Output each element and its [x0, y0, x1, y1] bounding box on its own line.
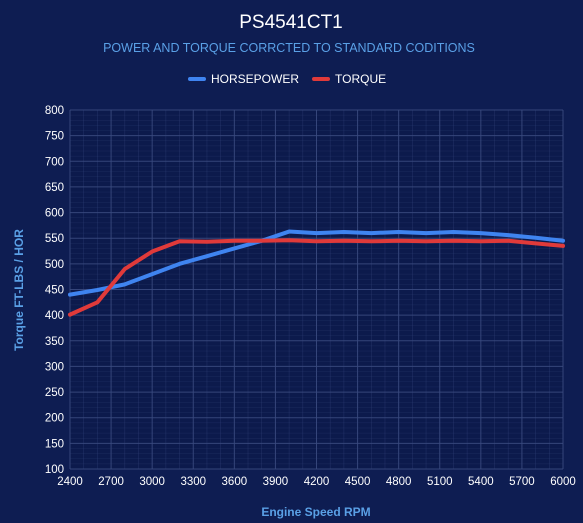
x-tick-label: 4500	[345, 476, 371, 488]
y-tick-label: 400	[45, 310, 64, 322]
series-line-torque	[68, 238, 565, 317]
legend-label-horsepower: HORSEPOWER	[211, 72, 299, 86]
x-tick-label: 3000	[139, 476, 165, 488]
x-tick-label: 5400	[468, 476, 494, 488]
chart-subtitle: POWER AND TORQUE CORRCTED TO STANDARD CO…	[103, 41, 475, 55]
chart-title: PS4541CT1	[239, 12, 343, 33]
x-tick-label: 4200	[304, 476, 330, 488]
axis-tick-labels: 100 150 200 250 300 350 400 450 500 550 600 650 700 7…	[45, 105, 576, 488]
x-tick-label: 2700	[98, 476, 124, 488]
y-tick-label: 450	[45, 285, 64, 297]
x-tick-label: 6000	[550, 476, 576, 488]
x-tick-label: 2400	[57, 476, 83, 488]
y-tick-label: 250	[45, 387, 64, 399]
legend-item-torque[interactable]: TORQUE	[312, 72, 386, 86]
y-tick-label: 700	[45, 156, 64, 168]
y-tick-label: 500	[45, 259, 64, 271]
legend-label-torque: TORQUE	[335, 72, 386, 86]
x-tick-label: 5100	[427, 476, 453, 488]
x-axis-title: Engine Speed RPM	[261, 505, 370, 519]
y-tick-label: 800	[45, 105, 64, 117]
grid	[69, 109, 564, 470]
x-tick-label: 3900	[263, 476, 289, 488]
y-tick-label: 650	[45, 182, 64, 194]
y-tick-label: 200	[45, 413, 64, 425]
legend: HORSEPOWER TORQUE	[188, 72, 386, 86]
series-line-horsepower	[68, 229, 565, 297]
series-lines	[68, 229, 565, 317]
x-tick-label: 5700	[509, 476, 535, 488]
y-tick-label: 100	[45, 464, 64, 476]
legend-item-horsepower[interactable]: HORSEPOWER	[188, 72, 299, 86]
y-tick-label: 150	[45, 438, 64, 450]
y-tick-label: 350	[45, 336, 64, 348]
y-tick-label: 300	[45, 361, 64, 373]
y-axis-title: Torque FT-LBS / HOR	[12, 229, 26, 351]
y-tick-label: 550	[45, 233, 64, 245]
y-tick-label: 750	[45, 131, 64, 143]
x-tick-label: 3300	[180, 476, 206, 488]
x-tick-label: 4800	[386, 476, 412, 488]
y-tick-label: 600	[45, 208, 64, 220]
x-tick-label: 3600	[222, 476, 248, 488]
